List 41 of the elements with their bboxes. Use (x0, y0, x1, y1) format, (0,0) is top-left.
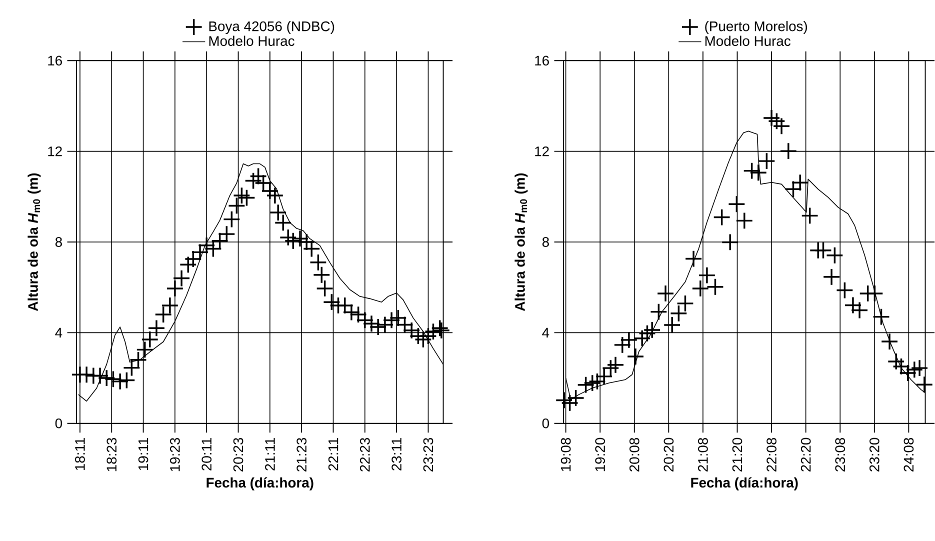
y-tick-label: 12 (535, 146, 549, 156)
x-tick-label: 22:20 (800, 438, 811, 472)
x-tick-label: 21:23 (296, 438, 307, 472)
x-tick-label: 23:08 (835, 438, 846, 472)
x-tick-label: 23:20 (869, 438, 880, 472)
x-tick-label: 19:11 (138, 438, 148, 470)
x-axis-title: Fecha (día:hora) (206, 477, 314, 491)
y-tick-label: 0 (55, 418, 62, 428)
x-tick-label: 19:23 (170, 438, 180, 472)
x-tick-label: 22:23 (360, 438, 370, 472)
x-tick-label: 22:08 (766, 438, 776, 472)
x-tick-label: 21:08 (698, 438, 708, 472)
legend-label: Modelo Hurac (209, 36, 294, 46)
x-tick-label: 20:23 (233, 438, 244, 472)
x-tick-label: 23:11 (392, 438, 402, 471)
x-tick-label: 20:08 (629, 438, 640, 472)
y-tick-label: 16 (48, 56, 62, 66)
legend-label: Modelo Hurac (705, 36, 791, 46)
x-tick-label: 19:20 (595, 438, 606, 472)
x-tick-label: 21:11 (265, 438, 275, 471)
y-axis-title: Altura de ola H$_{m0}$ (m) (514, 174, 528, 312)
y-tick-label: 12 (48, 146, 62, 156)
y-tick-label: 16 (535, 56, 549, 66)
x-tick-label: 19:08 (560, 438, 571, 472)
x-tick-label: 18:11 (75, 438, 85, 470)
x-tick-label: 21:20 (732, 438, 742, 472)
y-tick-label: 8 (542, 237, 549, 248)
x-tick-label: 20:20 (664, 438, 674, 472)
x-tick-label: 22:11 (328, 438, 338, 471)
y-tick-label: 0 (542, 418, 550, 428)
y-axis-title: Altura de ola H$_{m0}$ (m) (28, 174, 41, 312)
y-tick-label: 4 (542, 328, 550, 338)
x-tick-label: 18:23 (106, 438, 117, 472)
y-tick-label: 8 (55, 237, 62, 248)
x-tick-label: 24:08 (904, 438, 914, 472)
legend-label: (Puerto Morelos) (705, 21, 808, 34)
x-axis-title: Fecha (día:hora) (691, 477, 798, 491)
legend-label: Boya 42056 (NDBC) (209, 21, 334, 34)
x-tick-label: 23:23 (423, 438, 434, 472)
x-tick-label: 20:11 (202, 438, 212, 471)
y-tick-label: 4 (55, 328, 62, 338)
